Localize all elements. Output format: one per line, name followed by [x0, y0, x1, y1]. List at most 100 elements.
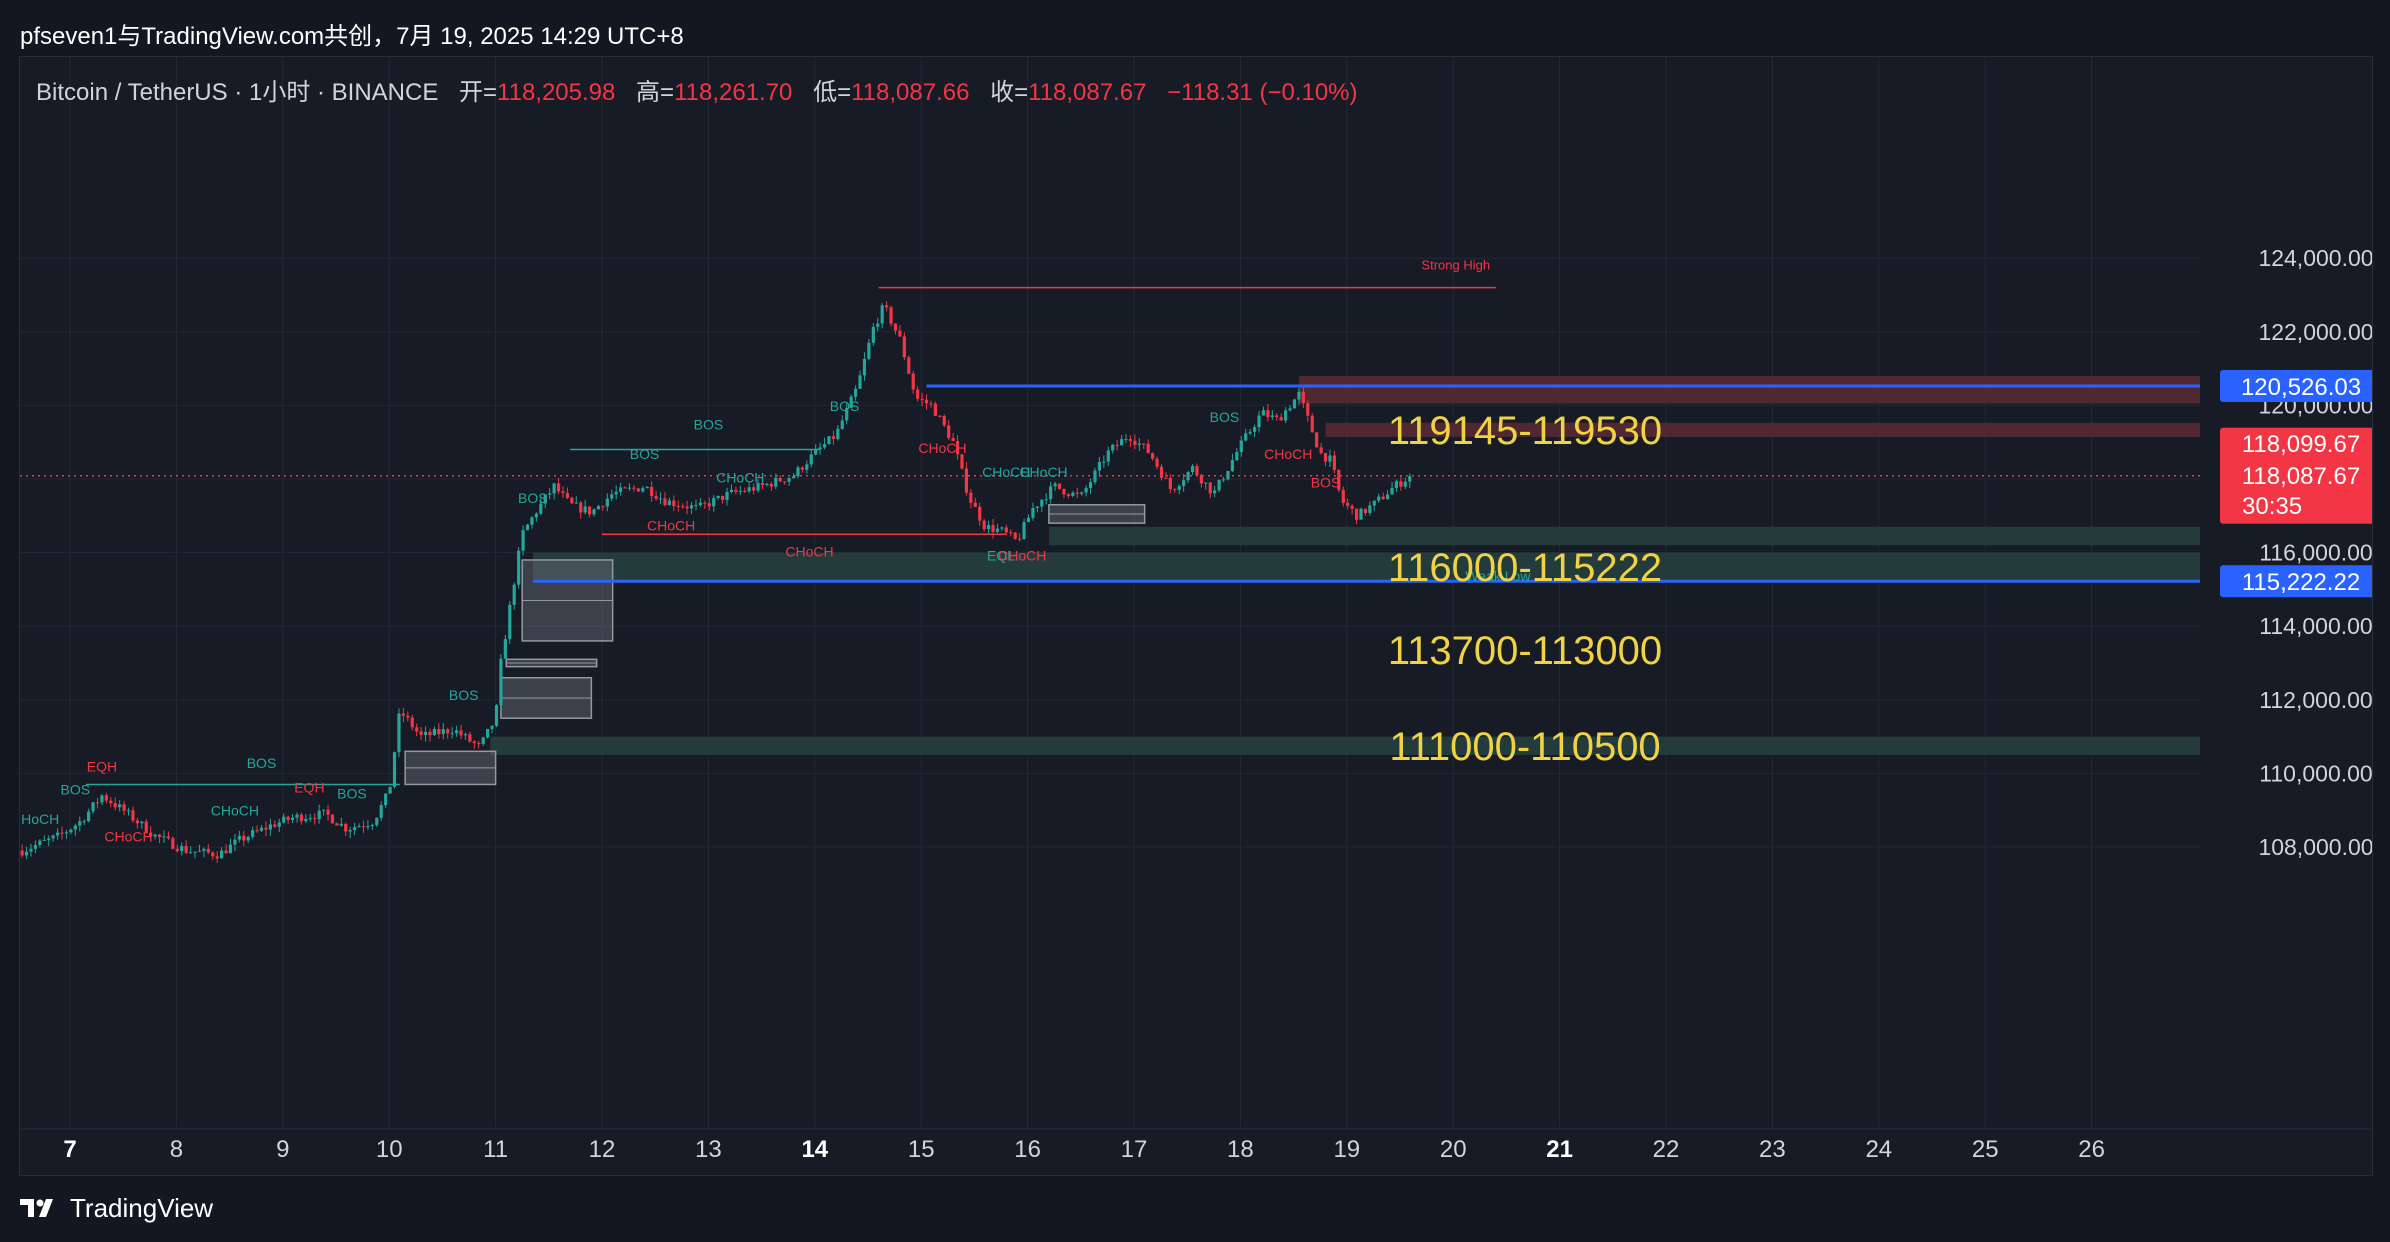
candle-body — [942, 415, 946, 426]
candle-body — [24, 851, 29, 856]
candle — [1394, 479, 1399, 493]
candle — [1226, 470, 1230, 481]
candle — [1248, 428, 1252, 436]
candle — [1119, 435, 1124, 446]
candle-body — [685, 506, 689, 509]
candle — [1168, 474, 1172, 494]
candle — [1040, 498, 1044, 513]
candle-body — [459, 730, 463, 736]
price-tick-label: 122,000.00 — [2258, 319, 2372, 345]
time-tick-label: 19 — [1333, 1136, 1360, 1163]
candle — [224, 844, 228, 855]
candle-body — [1106, 450, 1110, 462]
price-chart[interactable]: Strong HighBOSBOSCHoCHBOSCHoCHCHoCHBOSCH… — [20, 57, 2372, 1175]
tradingview-logo-icon — [20, 1199, 53, 1217]
candle-body — [698, 502, 703, 505]
candle-body — [1332, 455, 1336, 470]
candle — [534, 512, 538, 522]
candle — [867, 338, 871, 361]
candle-body — [1288, 408, 1292, 411]
time-tick-label: 8 — [170, 1136, 183, 1163]
candle — [1084, 485, 1088, 497]
candle — [410, 714, 414, 731]
candle-body — [410, 717, 414, 728]
candle — [441, 722, 445, 740]
candle-body — [499, 658, 503, 706]
candle — [1204, 482, 1208, 490]
candle — [135, 817, 139, 829]
close-value: 118,087.67 — [1028, 79, 1147, 106]
candle — [202, 847, 206, 858]
candle-body — [1315, 432, 1319, 448]
candle — [259, 824, 264, 833]
open-label: 开= — [459, 79, 498, 106]
candle-body — [703, 502, 707, 504]
candle — [1346, 498, 1350, 510]
chart-frame[interactable]: Strong High BOS BOS CHoCH BOS CHoCH CHoCH BOS CH… — [19, 56, 2373, 1176]
candle-body — [64, 832, 69, 834]
candle-body — [1403, 481, 1407, 487]
candle-body — [1133, 440, 1137, 445]
candle — [1288, 405, 1292, 412]
candle-body — [415, 727, 419, 732]
candle-body — [1208, 482, 1212, 494]
candle-body — [468, 734, 472, 742]
time-tick-label: 9 — [276, 1136, 289, 1163]
candle — [415, 723, 419, 737]
candle-body — [893, 323, 898, 331]
candle-body — [933, 403, 937, 416]
candle-body — [171, 838, 175, 849]
candle — [681, 503, 685, 509]
candle-body — [47, 838, 51, 840]
candle-body — [1310, 415, 1314, 433]
candle-body — [720, 495, 725, 500]
candle — [1057, 483, 1062, 490]
time-tick-label: 22 — [1653, 1136, 1680, 1163]
candle — [1128, 435, 1133, 447]
candle-body — [880, 305, 884, 324]
high-value: 118,261.70 — [674, 79, 793, 106]
candle — [530, 515, 534, 529]
candle — [672, 495, 676, 512]
support-line-tag: 115,222.22 — [2220, 565, 2372, 598]
candle — [805, 460, 809, 474]
share-title: pfseven1与TradingView.com共创，7月 19, 2025 1… — [20, 23, 684, 50]
candle-body — [676, 506, 680, 508]
candle — [472, 739, 476, 750]
candle — [122, 800, 126, 816]
price-tick-label: 110,000.00 — [2259, 760, 2372, 786]
candle — [778, 475, 782, 483]
candle — [175, 844, 179, 853]
candle — [1177, 484, 1181, 495]
candle-body — [783, 481, 787, 483]
candle — [1159, 464, 1164, 481]
candle — [982, 518, 986, 532]
candle-body — [463, 734, 468, 736]
candle — [308, 813, 312, 822]
price-tick-label: 116,000.00 — [2259, 540, 2372, 566]
candle-body — [1119, 439, 1124, 446]
symbol-label[interactable]: Bitcoin / TetherUS · 1小时 · BINANCE — [36, 79, 439, 106]
candle-body — [769, 483, 773, 487]
candle-body — [162, 836, 166, 838]
candle-body — [69, 829, 73, 833]
candle-body — [1323, 453, 1328, 462]
candle — [548, 488, 552, 500]
candle-body — [1301, 391, 1305, 404]
candle — [82, 819, 86, 826]
candle — [353, 822, 357, 836]
candle-body — [845, 407, 849, 421]
candle — [565, 487, 570, 500]
tradingview-logo[interactable]: TradingView — [20, 1192, 213, 1224]
candle-body — [339, 823, 343, 826]
candle — [100, 794, 104, 806]
candle-body — [1252, 427, 1257, 432]
candle — [1257, 411, 1261, 433]
candle — [924, 394, 929, 410]
candle-body — [530, 517, 534, 525]
candle-body — [601, 506, 605, 508]
candle — [1315, 431, 1319, 448]
candle-body — [1142, 443, 1146, 445]
candle — [1337, 469, 1341, 493]
candle — [1275, 413, 1279, 421]
